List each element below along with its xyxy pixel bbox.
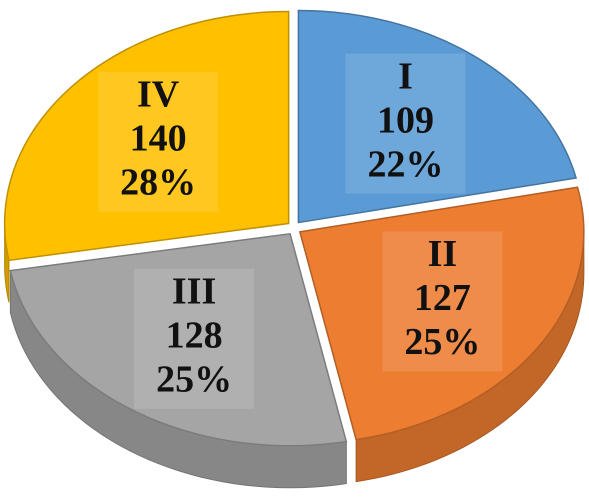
label-box: [382, 231, 503, 372]
value-label: 128: [166, 315, 223, 357]
percent-label: 25%: [156, 359, 232, 401]
slice: [9, 232, 348, 447]
slice: [298, 186, 585, 441]
slice: [3, 10, 290, 262]
category-label: III: [172, 271, 216, 313]
label-box: [345, 53, 466, 194]
value-label: 140: [130, 117, 187, 159]
category-label: I: [398, 55, 413, 97]
percent-label: 25%: [404, 321, 480, 363]
category-label: II: [428, 233, 458, 275]
value-label: 127: [414, 277, 471, 319]
label-box: [134, 268, 255, 409]
slice: [297, 9, 578, 224]
percent-label: 28%: [120, 161, 196, 203]
value-label: 109: [377, 99, 434, 141]
category-label: IV: [137, 73, 180, 115]
label-box: [98, 71, 219, 212]
percent-label: 22%: [367, 143, 443, 185]
